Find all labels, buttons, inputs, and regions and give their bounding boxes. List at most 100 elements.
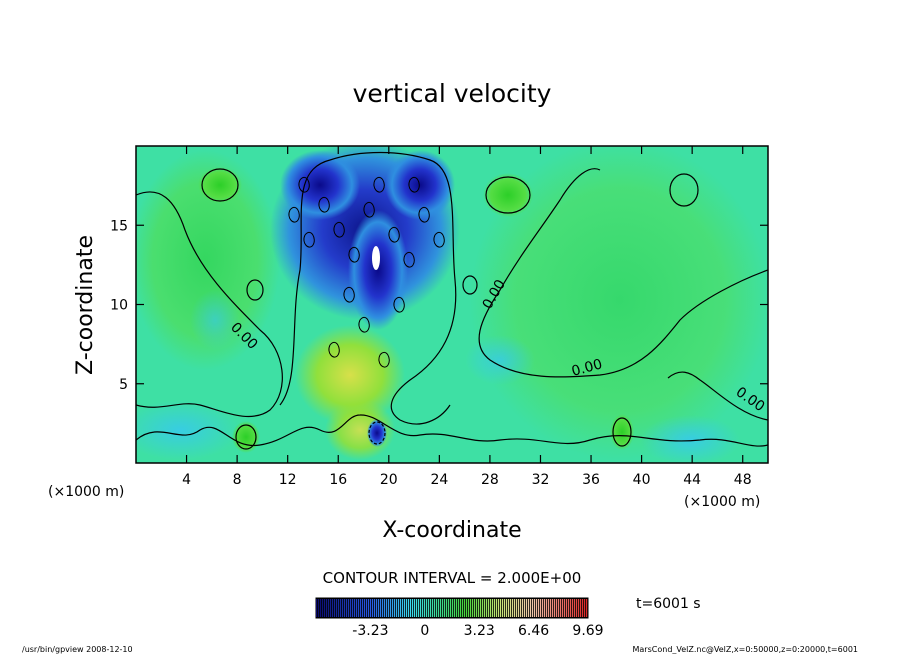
heatmap-blob-top-left — [198, 167, 242, 203]
colorbar-tick-label: -3.23 — [352, 623, 388, 639]
colorbar-stripe — [398, 599, 400, 617]
colorbar-stripe — [404, 599, 406, 617]
colorbar-stripe — [366, 599, 368, 617]
colorbar-stripe — [516, 599, 518, 617]
colorbar-stripe — [408, 599, 410, 617]
colorbar-stripe — [358, 599, 360, 617]
colorbar-stripe — [524, 599, 526, 617]
colorbar-stripe — [564, 599, 566, 617]
colorbar-stripe — [452, 599, 454, 617]
colorbar-stripe — [402, 599, 404, 617]
colorbar-stripe — [490, 599, 492, 617]
colorbar-stripe — [328, 599, 330, 617]
colorbar-stripe — [586, 599, 588, 617]
colorbar-stripe — [376, 599, 378, 617]
x-unit-label-left: (×1000 m) — [48, 484, 124, 500]
colorbar-stripe — [322, 599, 324, 617]
colorbar-stripe — [448, 599, 450, 617]
colorbar-tick-label: 9.69 — [572, 623, 603, 639]
colorbar-stripe — [390, 599, 392, 617]
contour-interval-label: CONTOUR INTERVAL = 2.000E+00 — [323, 569, 582, 587]
colorbar-stripe — [514, 599, 516, 617]
colorbar-stripe — [340, 599, 342, 617]
colorbar-ticks: -3.23 0 3.23 6.46 9.69 — [352, 623, 603, 639]
colorbar-stripe — [528, 599, 530, 617]
colorbar-stripe — [422, 599, 424, 617]
contour-loop-x8-bottom — [235, 424, 257, 450]
colorbar-stripe — [426, 599, 428, 617]
colorbar-stripe — [542, 599, 544, 617]
colorbar-stripe — [536, 599, 538, 617]
x-axis-title: X-coordinate — [382, 518, 521, 543]
x-tick-label: 28 — [481, 472, 499, 488]
colorbar-stripe — [320, 599, 322, 617]
x-tick-label: 36 — [582, 472, 600, 488]
colorbar-stripe — [508, 599, 510, 617]
colorbar-stripe — [470, 599, 472, 617]
colorbar-stripe — [474, 599, 476, 617]
x-tick-label: 12 — [279, 472, 297, 488]
footer-left: /usr/bin/gpview 2008-12-10 — [22, 645, 133, 654]
contour-dense-cells — [288, 176, 445, 368]
heatmap-cyan-patch-left — [190, 290, 240, 350]
colorbar-stripe — [352, 599, 354, 617]
heatmap-cyan-patch-low-right — [640, 415, 740, 463]
colorbar-stripe — [568, 599, 570, 617]
contour-bottom-wiggle — [136, 414, 768, 447]
contour-center-plume — [279, 151, 457, 425]
contour-label: 0.00 — [570, 356, 604, 380]
colorbar-stripe — [410, 599, 412, 617]
colorbar: -3.23 0 3.23 6.46 9.69 — [315, 597, 604, 639]
colorbar-stripe — [488, 599, 490, 617]
colorbar-stripe — [538, 599, 540, 617]
colorbar-stripe — [548, 599, 550, 617]
colorbar-stripe — [558, 599, 560, 617]
colorbar-stripe — [570, 599, 572, 617]
colorbar-stripe — [450, 599, 452, 617]
colorbar-stripe — [554, 599, 556, 617]
contour-loop-x27-mid — [462, 275, 478, 295]
colorbar-stripe — [436, 599, 438, 617]
heatmap-field — [136, 146, 768, 463]
contour-right-lower — [667, 371, 768, 421]
colorbar-stripe — [526, 599, 528, 617]
x-unit-label-right: (×1000 m) — [684, 494, 760, 510]
colorbar-stripes — [316, 599, 588, 617]
heatmap-green-patch-right — [470, 146, 768, 460]
colorbar-stripe — [518, 599, 520, 617]
colorbar-stripe — [344, 599, 346, 617]
colorbar-stripe — [326, 599, 328, 617]
colorbar-stripe — [458, 599, 460, 617]
colorbar-stripe — [504, 599, 506, 617]
x-tick-label: 48 — [734, 472, 752, 488]
contour-loop-far-right — [669, 173, 699, 207]
colorbar-stripe — [512, 599, 514, 617]
heatmap-cyan-patch-low-left — [136, 400, 240, 460]
contour-loop-x38-bottom — [612, 417, 632, 447]
heatmap-blob-top-right — [483, 173, 533, 217]
colorbar-stripe — [364, 599, 366, 617]
footer-right: MarsCond_VelZ.nc@VelZ,x=0:50000,z=0:2000… — [633, 645, 859, 654]
colorbar-stripe — [384, 599, 386, 617]
colorbar-stripe — [360, 599, 362, 617]
colorbar-stripe — [464, 599, 466, 617]
colorbar-stripe — [534, 599, 536, 617]
colorbar-stripe — [552, 599, 554, 617]
colorbar-stripe — [454, 599, 456, 617]
heatmap-updraft-core — [372, 246, 380, 270]
colorbar-stripe — [348, 599, 350, 617]
x-tick-label: 24 — [430, 472, 448, 488]
colorbar-stripe — [482, 599, 484, 617]
y-tick-label: 15 — [110, 218, 128, 234]
heatmap-plume-top-left — [280, 150, 360, 220]
contour-right-wedge — [478, 168, 768, 378]
colorbar-stripe — [332, 599, 334, 617]
colorbar-stripe — [444, 599, 446, 617]
colorbar-stripe — [506, 599, 508, 617]
colorbar-stripe — [412, 599, 414, 617]
colorbar-stripe — [442, 599, 444, 617]
colorbar-stripe — [496, 599, 498, 617]
colorbar-stripe — [372, 599, 374, 617]
colorbar-stripe — [510, 599, 512, 617]
colorbar-stripe — [572, 599, 574, 617]
